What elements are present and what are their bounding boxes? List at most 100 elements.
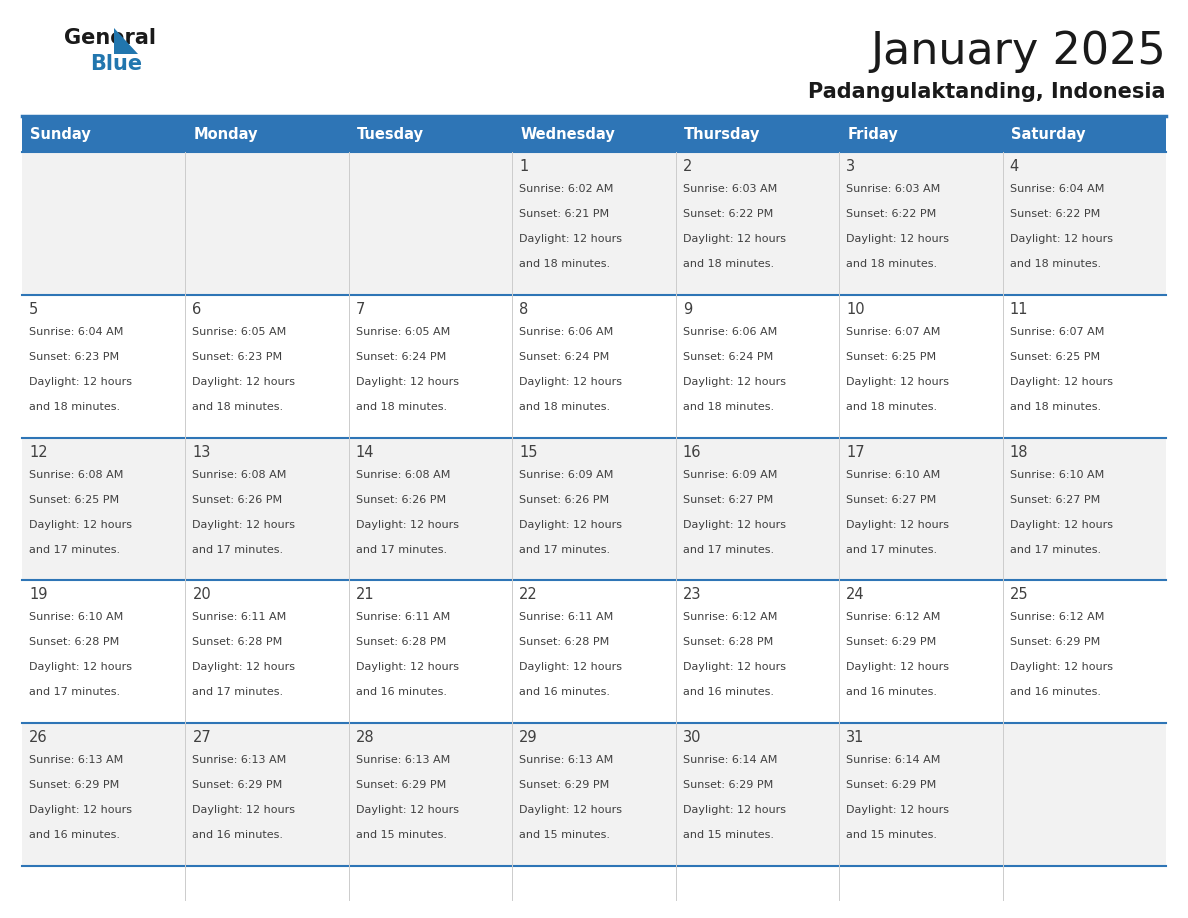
Text: 6: 6	[192, 302, 202, 317]
Text: 21: 21	[356, 588, 374, 602]
Bar	[512, 438, 676, 580]
Text: 9: 9	[683, 302, 691, 317]
Text: and 17 minutes.: and 17 minutes.	[519, 544, 611, 554]
Text: and 18 minutes.: and 18 minutes.	[683, 259, 773, 269]
Text: 5: 5	[29, 302, 38, 317]
Text: Sunrise: 6:12 AM: Sunrise: 6:12 AM	[683, 612, 777, 622]
Text: and 15 minutes.: and 15 minutes.	[356, 830, 447, 840]
Text: 17: 17	[846, 444, 865, 460]
Text: Daylight: 12 hours: Daylight: 12 hours	[29, 520, 132, 530]
Bar	[839, 295, 1003, 438]
Text: Sunset: 6:25 PM: Sunset: 6:25 PM	[846, 352, 936, 362]
Text: and 17 minutes.: and 17 minutes.	[1010, 544, 1101, 554]
Text: Sunrise: 6:03 AM: Sunrise: 6:03 AM	[846, 184, 941, 194]
Text: 18: 18	[1010, 444, 1028, 460]
Text: 27: 27	[192, 730, 211, 745]
Text: and 18 minutes.: and 18 minutes.	[683, 402, 773, 412]
Text: Sunset: 6:29 PM: Sunset: 6:29 PM	[519, 780, 609, 790]
Text: Daylight: 12 hours: Daylight: 12 hours	[192, 520, 296, 530]
Text: General: General	[64, 28, 156, 48]
Text: 3: 3	[846, 159, 855, 174]
Bar	[839, 438, 1003, 580]
Bar	[839, 118, 1003, 152]
Bar	[676, 438, 839, 580]
Text: Sunset: 6:29 PM: Sunset: 6:29 PM	[846, 780, 936, 790]
Text: Sunset: 6:24 PM: Sunset: 6:24 PM	[683, 352, 773, 362]
Text: Sunrise: 6:08 AM: Sunrise: 6:08 AM	[192, 470, 286, 479]
Text: Daylight: 12 hours: Daylight: 12 hours	[683, 663, 785, 672]
Text: Daylight: 12 hours: Daylight: 12 hours	[1010, 234, 1113, 244]
Text: Sunset: 6:28 PM: Sunset: 6:28 PM	[519, 637, 609, 647]
Text: Daylight: 12 hours: Daylight: 12 hours	[683, 805, 785, 815]
Text: Sunrise: 6:13 AM: Sunrise: 6:13 AM	[29, 756, 124, 766]
Text: Sunset: 6:27 PM: Sunset: 6:27 PM	[683, 495, 773, 505]
Text: Daylight: 12 hours: Daylight: 12 hours	[519, 520, 623, 530]
Text: Sunrise: 6:02 AM: Sunrise: 6:02 AM	[519, 184, 614, 194]
Text: Sunset: 6:22 PM: Sunset: 6:22 PM	[683, 209, 773, 219]
Text: Sunset: 6:21 PM: Sunset: 6:21 PM	[519, 209, 609, 219]
Bar	[1003, 118, 1165, 152]
Text: 29: 29	[519, 730, 538, 745]
Bar	[23, 723, 185, 866]
Text: Daylight: 12 hours: Daylight: 12 hours	[683, 520, 785, 530]
Text: Sunset: 6:27 PM: Sunset: 6:27 PM	[1010, 495, 1100, 505]
Text: Sunset: 6:25 PM: Sunset: 6:25 PM	[29, 495, 119, 505]
Text: and 18 minutes.: and 18 minutes.	[846, 259, 937, 269]
Text: Sunset: 6:29 PM: Sunset: 6:29 PM	[29, 780, 119, 790]
Bar	[839, 580, 1003, 723]
Bar	[676, 723, 839, 866]
Text: Daylight: 12 hours: Daylight: 12 hours	[519, 663, 623, 672]
Bar	[1003, 723, 1165, 866]
Text: Daylight: 12 hours: Daylight: 12 hours	[29, 376, 132, 386]
Text: and 17 minutes.: and 17 minutes.	[846, 544, 937, 554]
Text: Sunset: 6:29 PM: Sunset: 6:29 PM	[846, 637, 936, 647]
Text: 25: 25	[1010, 588, 1028, 602]
Text: and 17 minutes.: and 17 minutes.	[192, 688, 284, 698]
Text: Daylight: 12 hours: Daylight: 12 hours	[356, 663, 459, 672]
Text: January 2025: January 2025	[871, 30, 1165, 73]
Text: Sunrise: 6:13 AM: Sunrise: 6:13 AM	[519, 756, 613, 766]
Text: Padangulaktanding, Indonesia: Padangulaktanding, Indonesia	[809, 82, 1165, 102]
Text: Thursday: Thursday	[684, 128, 760, 142]
Text: Sunset: 6:28 PM: Sunset: 6:28 PM	[192, 637, 283, 647]
Text: 12: 12	[29, 444, 48, 460]
Text: 7: 7	[356, 302, 365, 317]
Text: Sunrise: 6:12 AM: Sunrise: 6:12 AM	[1010, 612, 1104, 622]
Bar	[23, 438, 185, 580]
Text: 28: 28	[356, 730, 374, 745]
Text: Daylight: 12 hours: Daylight: 12 hours	[1010, 520, 1113, 530]
Bar	[349, 438, 512, 580]
Bar	[349, 295, 512, 438]
Text: and 18 minutes.: and 18 minutes.	[29, 402, 120, 412]
Text: Sunrise: 6:06 AM: Sunrise: 6:06 AM	[519, 327, 613, 337]
Text: Sunrise: 6:08 AM: Sunrise: 6:08 AM	[29, 470, 124, 479]
Text: Sunday: Sunday	[30, 128, 90, 142]
Text: 15: 15	[519, 444, 538, 460]
Bar	[185, 580, 349, 723]
Text: and 18 minutes.: and 18 minutes.	[1010, 259, 1101, 269]
Text: Sunrise: 6:07 AM: Sunrise: 6:07 AM	[846, 327, 941, 337]
Text: Sunrise: 6:14 AM: Sunrise: 6:14 AM	[846, 756, 941, 766]
Bar	[349, 152, 512, 295]
Bar	[1003, 580, 1165, 723]
Text: Daylight: 12 hours: Daylight: 12 hours	[519, 376, 623, 386]
Bar	[839, 723, 1003, 866]
Text: Sunrise: 6:10 AM: Sunrise: 6:10 AM	[846, 470, 941, 479]
Text: Daylight: 12 hours: Daylight: 12 hours	[356, 805, 459, 815]
Text: Sunrise: 6:08 AM: Sunrise: 6:08 AM	[356, 470, 450, 479]
Text: Sunrise: 6:09 AM: Sunrise: 6:09 AM	[683, 470, 777, 479]
Text: Sunset: 6:29 PM: Sunset: 6:29 PM	[356, 780, 447, 790]
Text: Daylight: 12 hours: Daylight: 12 hours	[846, 805, 949, 815]
Text: and 17 minutes.: and 17 minutes.	[683, 544, 773, 554]
Text: Friday: Friday	[847, 128, 898, 142]
Text: 13: 13	[192, 444, 210, 460]
Text: Sunrise: 6:11 AM: Sunrise: 6:11 AM	[192, 612, 286, 622]
Text: Sunrise: 6:06 AM: Sunrise: 6:06 AM	[683, 327, 777, 337]
Text: Tuesday: Tuesday	[356, 128, 424, 142]
Text: Sunrise: 6:12 AM: Sunrise: 6:12 AM	[846, 612, 941, 622]
Text: Daylight: 12 hours: Daylight: 12 hours	[192, 805, 296, 815]
Text: Daylight: 12 hours: Daylight: 12 hours	[683, 234, 785, 244]
Bar	[512, 580, 676, 723]
Bar	[512, 295, 676, 438]
Text: Sunrise: 6:04 AM: Sunrise: 6:04 AM	[29, 327, 124, 337]
